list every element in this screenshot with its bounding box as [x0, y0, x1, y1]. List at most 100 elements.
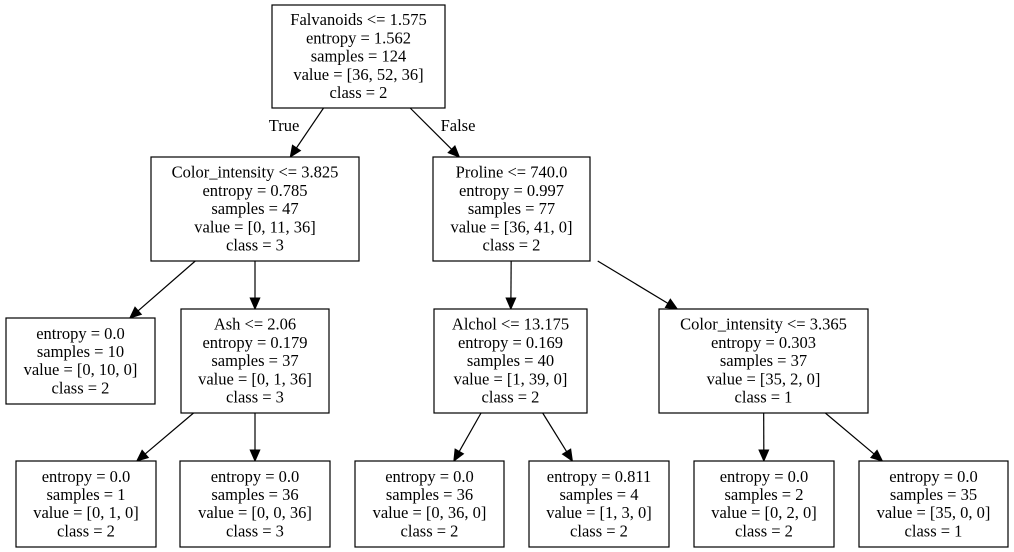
node-text-line: class = 2	[483, 235, 541, 254]
node-text-line: entropy = 1.562	[306, 28, 411, 47]
node-text-line: class = 3	[226, 235, 284, 254]
node-text-line: value = [0, 11, 36]	[194, 217, 315, 236]
node-text-line: samples = 37	[720, 351, 807, 370]
node-text-line: class = 2	[330, 83, 388, 102]
tree-edge	[135, 412, 194, 462]
node-text-line: class = 2	[570, 521, 628, 540]
node-text-line: samples = 2	[725, 485, 804, 504]
tree-edge	[597, 260, 679, 310]
node-text-line: entropy = 0.0	[889, 467, 978, 486]
arrow-head-icon	[289, 144, 302, 159]
node-text-line: samples = 10	[37, 342, 124, 361]
tree-edge	[824, 412, 884, 462]
arrow-head-icon	[505, 297, 517, 311]
tree-edge	[505, 260, 517, 311]
node-text-line: entropy = 0.0	[211, 467, 300, 486]
node-text-line: samples = 124	[311, 47, 406, 66]
node-text-line: class = 2	[735, 521, 793, 540]
node-text-line: samples = 37	[211, 351, 298, 370]
node-text-line: entropy = 0.179	[202, 333, 307, 352]
node-text-line: entropy = 0.0	[42, 467, 131, 486]
node-text-line: class = 1	[905, 521, 963, 540]
tree-edge	[542, 412, 574, 463]
arrow-head-icon	[561, 448, 574, 463]
arrow-head-icon	[447, 144, 461, 158]
node-text-line: Falvanoids <= 1.575	[290, 10, 426, 29]
node-text-line: Ash <= 2.06	[214, 315, 296, 334]
node-text-line: entropy = 0.303	[711, 333, 816, 352]
node-box	[15, 460, 157, 548]
tree-edge	[249, 413, 261, 463]
node-text-line: class = 1	[735, 387, 793, 406]
node-box	[658, 308, 869, 414]
node-text-line: value = [0, 2, 0]	[711, 503, 817, 522]
node-box	[354, 460, 505, 548]
node-text-line: value = [35, 0, 0]	[877, 503, 991, 522]
node-text-line: value = [1, 39, 0]	[454, 369, 568, 388]
node-text-line: value = [0, 1, 0]	[33, 503, 139, 522]
node-box	[150, 156, 360, 262]
node-text-line: entropy = 0.0	[720, 467, 809, 486]
node-text-line: value = [35, 2, 0]	[707, 369, 821, 388]
node-text-line: value = [0, 36, 0]	[373, 503, 487, 522]
tree-edge	[758, 412, 770, 463]
node-box	[433, 308, 588, 414]
node-text-line: value = [0, 10, 0]	[24, 360, 138, 379]
edge-line	[824, 412, 876, 456]
tree-edge	[249, 261, 261, 311]
node-text-line: samples = 36	[386, 485, 473, 504]
node-box	[180, 308, 330, 414]
node-text-line: Alchol <= 13.175	[452, 315, 569, 334]
edge-line	[542, 412, 568, 453]
node-text-line: samples = 1	[47, 485, 126, 504]
edge-line	[137, 260, 196, 312]
node-box	[693, 460, 835, 548]
edge-label: True	[269, 116, 300, 135]
node-box	[179, 460, 331, 548]
node-text-line: value = [0, 0, 36]	[198, 503, 312, 522]
node-text-line: class = 2	[57, 521, 115, 540]
node-text-line: entropy = 0.811	[547, 467, 651, 486]
node-text-line: entropy = 0.0	[36, 324, 125, 343]
edge-line	[295, 107, 325, 150]
edges-layer: True False	[128, 107, 884, 463]
edge-label: False	[441, 116, 476, 135]
edge-line	[409, 107, 453, 151]
node-box	[5, 317, 156, 405]
node-text-line: value = [0, 1, 36]	[198, 369, 312, 388]
tree-edge	[453, 412, 482, 463]
tree-edge: False	[409, 107, 476, 158]
node-text-line: entropy = 0.0	[385, 467, 474, 486]
node-text-line: Color_intensity <= 3.825	[172, 163, 339, 182]
node-text-line: samples = 77	[468, 199, 555, 218]
node-text-line: class = 2	[401, 521, 459, 540]
node-text-line: samples = 40	[467, 351, 554, 370]
node-text-line: samples = 35	[890, 485, 977, 504]
tree-edge	[128, 260, 196, 319]
edge-line	[144, 412, 194, 455]
node-box	[528, 460, 670, 548]
arrow-head-icon	[869, 449, 884, 462]
node-text-line: samples = 4	[560, 485, 639, 504]
node-text-line: entropy = 0.785	[202, 181, 307, 200]
node-text-line: value = [1, 3, 0]	[546, 503, 652, 522]
arrow-head-icon	[128, 306, 143, 319]
node-text-line: Proline <= 740.0	[456, 163, 568, 182]
node-text-line: value = [36, 41, 0]	[450, 217, 572, 236]
node-text-line: samples = 47	[211, 199, 298, 218]
node-text-line: class = 2	[482, 387, 540, 406]
